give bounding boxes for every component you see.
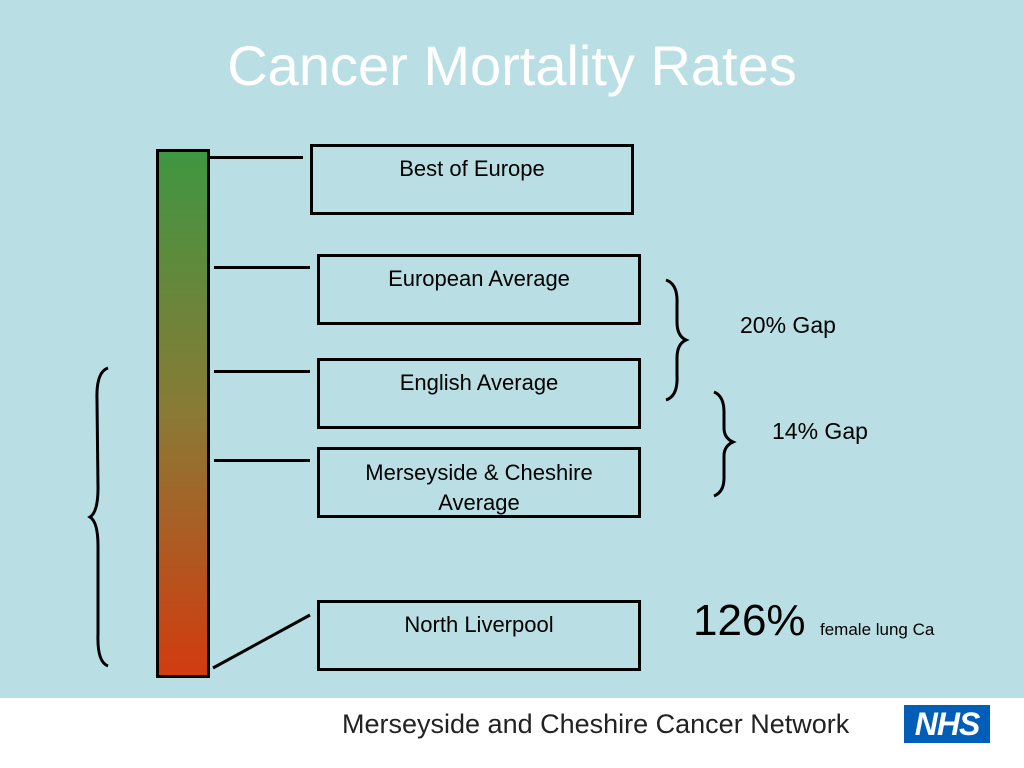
gap-label-14: 14% Gap bbox=[772, 418, 868, 444]
box-north-liverpool: North Liverpool bbox=[317, 600, 641, 671]
brace-20-percent bbox=[665, 278, 690, 402]
box-english-average: English Average bbox=[317, 358, 641, 429]
north-liverpool-percentage: 126% bbox=[693, 596, 806, 645]
connector-best-of-europe bbox=[207, 156, 303, 159]
brace-14-percent bbox=[713, 390, 737, 498]
connector-english-average bbox=[214, 370, 310, 373]
box-european-average: European Average bbox=[317, 254, 641, 325]
box-label: European Average bbox=[388, 266, 570, 291]
footer-bar bbox=[0, 698, 1024, 768]
box-label: North Liverpool bbox=[404, 612, 554, 637]
connector-european-average bbox=[214, 266, 310, 269]
female-lung-ca-note: female lung Ca bbox=[820, 620, 935, 639]
nhs-logo: NHS bbox=[904, 705, 990, 743]
mortality-gradient-bar bbox=[156, 149, 210, 678]
gap-label-20: 20% Gap bbox=[740, 312, 836, 338]
network-name: Merseyside and Cheshire Cancer Network bbox=[342, 709, 850, 739]
slide-background: Cancer Mortality Rates Best of Europe Eu… bbox=[0, 0, 1024, 698]
box-label: English Average bbox=[399, 370, 559, 395]
braces-overlay bbox=[87, 278, 737, 670]
connector-north-liverpool bbox=[212, 613, 311, 670]
box-label-line-1: Merseyside & Cheshire bbox=[365, 460, 593, 485]
box-merseyside-cheshire-average: Merseyside & Cheshire Average bbox=[317, 447, 641, 518]
slide-title: Cancer Mortality Rates bbox=[227, 34, 797, 97]
box-best-of-europe: Best of Europe bbox=[310, 144, 634, 215]
left-brace bbox=[87, 366, 109, 668]
box-label-line-2: Average bbox=[438, 490, 520, 515]
box-label: Best of Europe bbox=[399, 156, 545, 181]
connector-merseyside-average bbox=[214, 459, 310, 462]
